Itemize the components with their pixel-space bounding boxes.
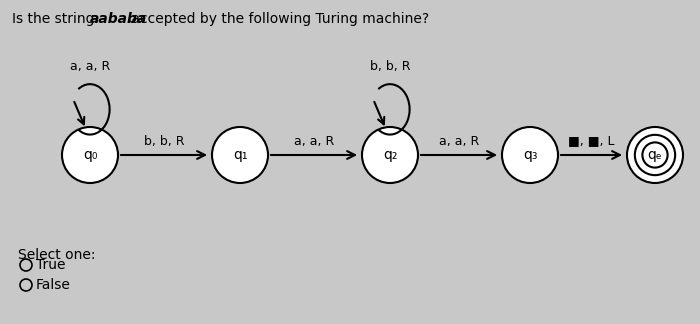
Circle shape [62,127,118,183]
Text: q₃: q₃ [523,148,538,162]
Text: Is the string: Is the string [12,12,99,26]
Circle shape [362,127,418,183]
Text: a, a, R: a, a, R [294,134,334,147]
Circle shape [502,127,558,183]
Text: accepted by the following Turing machine?: accepted by the following Turing machine… [127,12,429,26]
Text: False: False [36,278,71,292]
Text: a, a, R: a, a, R [70,60,110,73]
Text: qₑ: qₑ [648,148,662,162]
Text: b, b, R: b, b, R [144,134,184,147]
Text: aababa: aababa [90,12,147,26]
Text: b, b, R: b, b, R [370,60,410,73]
Text: q₀: q₀ [83,148,97,162]
Circle shape [212,127,268,183]
Text: q₁: q₁ [232,148,247,162]
Text: ■, ■, L: ■, ■, L [568,134,615,147]
Text: Select one:: Select one: [18,248,95,262]
Text: True: True [36,258,66,272]
Circle shape [627,127,683,183]
Text: q₂: q₂ [383,148,397,162]
Text: a, a, R: a, a, R [439,134,479,147]
